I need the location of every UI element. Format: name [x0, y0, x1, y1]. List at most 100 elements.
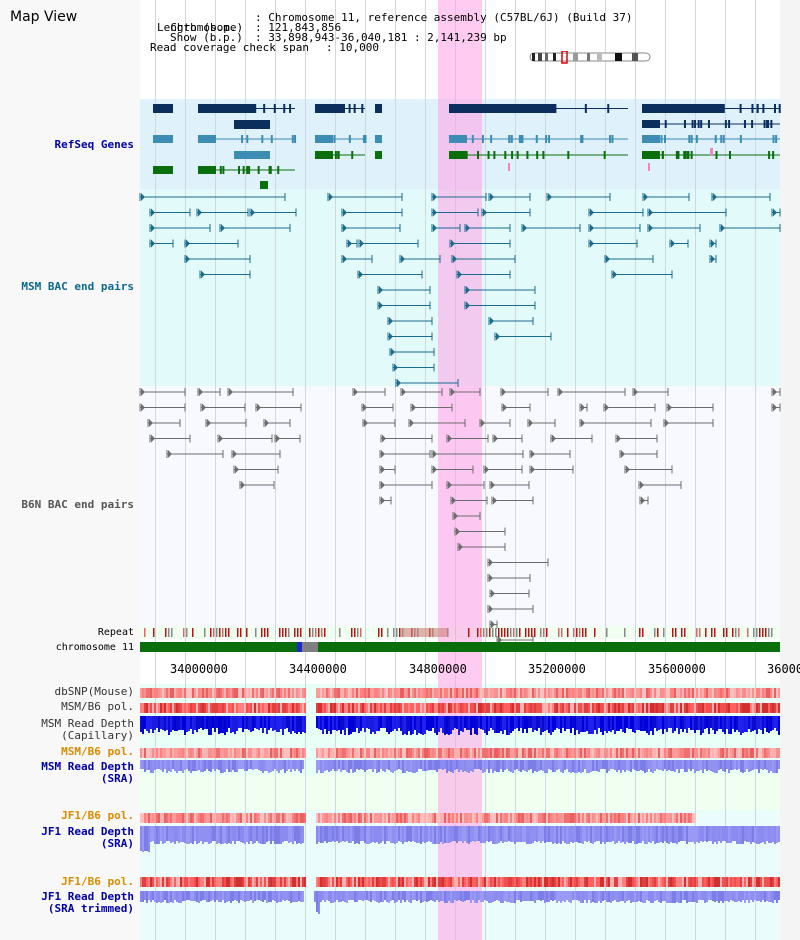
jf1-trim-pol-cell: [482, 877, 484, 887]
dbsnp-cell: [674, 688, 676, 698]
msm-sra-pol-cell: [738, 748, 740, 758]
msm-sra-depth-bar: [234, 760, 236, 772]
jf1-pol-cell: [144, 813, 146, 823]
msm-b6-pol-cell: [736, 703, 738, 713]
dbsnp-cell: [432, 688, 434, 698]
msm-b6-pol-cell: [512, 703, 514, 713]
dbsnp-cell: [168, 688, 170, 698]
msm-sra-pol-cell: [346, 748, 348, 758]
msm-depth-bar: [202, 716, 204, 730]
jf1-sra-depth-bar: [712, 826, 714, 844]
jf1-sra-depth-bar: [584, 826, 586, 841]
msm-b6-pol-cell: [662, 703, 664, 713]
msm-depth-bar: [406, 716, 408, 735]
msm-depth-bar: [564, 716, 566, 731]
msm-depth-bar: [198, 716, 200, 729]
jf1-pol-cell: [686, 813, 688, 823]
gene-exon: [691, 120, 694, 128]
msm-b6-pol-cell: [434, 703, 436, 713]
msm-depth-bar: [230, 716, 232, 733]
msm-sra-depth-bar: [438, 760, 440, 769]
jf1-trim-depth-bar: [492, 891, 494, 902]
msm-bac-pair-end: [613, 270, 617, 279]
msm-read-depth-sra-label[interactable]: MSM Read Depth: [41, 760, 134, 773]
gene-exon: [677, 151, 680, 159]
dbsnp-cell: [408, 688, 410, 698]
dbsnp-cell: [412, 688, 414, 698]
jf1-b6-pol-trim-label[interactable]: JF1/B6 pol.: [61, 875, 134, 888]
jf1-b6-pol-label[interactable]: JF1/B6 pol.: [61, 809, 134, 822]
msm-sra-depth-bar: [376, 760, 378, 773]
jf1-trim-depth-bar: [294, 891, 296, 902]
jf1-trim-pol-cell: [768, 877, 770, 887]
msm-sra-pol-cell: [770, 748, 772, 758]
jf1-trim-depth-bar: [454, 891, 456, 900]
b6n-bac-pair-end: [531, 450, 535, 458]
msm-sra-depth-bar: [516, 760, 518, 769]
chromosome-ideogram[interactable]: [529, 51, 653, 64]
msm-depth-bar: [498, 716, 500, 733]
dbsnp-cell: [494, 688, 496, 698]
msm-sra-pol-cell: [748, 748, 750, 758]
msm-sra-depth-bar: [150, 760, 152, 773]
msm-sra-pol-cell: [192, 748, 194, 758]
msm-bac-pair-end: [201, 270, 205, 279]
msm-sra-pol-cell: [760, 748, 762, 758]
msm-sra-depth-bar: [542, 760, 544, 771]
jf1-trim-depth-bar: [554, 891, 556, 900]
msm-b6-pol-cell: [454, 703, 456, 713]
msm-depth-bar: [524, 716, 526, 729]
gene-exon: [246, 166, 249, 174]
msm-depth-bar: [192, 716, 194, 734]
jf1-read-depth-sra-label[interactable]: JF1 Read Depth: [41, 825, 134, 838]
msm-sra-depth-bar: [144, 760, 146, 772]
ideogram-band: [632, 53, 638, 61]
jf1-trim-depth-bar: [240, 891, 242, 900]
jf1-pol-cell: [464, 813, 466, 823]
msm-sra-depth-bar: [644, 760, 646, 773]
jf1-pol-cell: [646, 813, 648, 823]
b6n-bac-label[interactable]: B6N BAC end pairs: [21, 498, 134, 511]
jf1-sra-depth-bar: [628, 826, 630, 843]
msm-sra-pol-cell: [330, 748, 332, 758]
repeat-element: [309, 628, 311, 637]
jf1-pol-cell: [328, 813, 330, 823]
dbsnp-cell: [624, 688, 626, 698]
gene-exon: [690, 135, 693, 143]
msm-depth-bar: [650, 716, 652, 731]
msm-bac-label[interactable]: MSM BAC end pairs: [21, 280, 134, 293]
jf1-trim-depth-bar: [172, 891, 174, 903]
msm-sra-pol-cell: [380, 748, 382, 758]
msm-bac-pair-end: [548, 193, 552, 201]
dbsnp-cell: [496, 688, 498, 698]
b6n-bac-pair-end: [354, 388, 358, 396]
msm-b6-pol-label[interactable]: MSM/B6 pol.: [61, 700, 134, 713]
jf1-sra-depth-bar: [566, 826, 568, 844]
refseq-genes-label[interactable]: RefSeq Genes: [54, 138, 134, 151]
jf1-sra-depth-bar: [756, 826, 758, 844]
jf1-read-depth-trim-label[interactable]: JF1 Read Depth: [41, 890, 134, 903]
msm-bac-pair-end: [389, 332, 393, 341]
msm-depth-bar: [680, 716, 682, 729]
jf1-pol-cell: [220, 813, 222, 823]
msm-depth-bar: [718, 716, 720, 729]
msm-sra-depth-bar: [396, 760, 398, 770]
jf1-sra-depth-bar: [662, 826, 664, 843]
jf1-trim-depth-bar: [726, 891, 728, 901]
msm-b6-pol-cell: [516, 703, 518, 713]
jf1-trim-pol-cell: [304, 877, 306, 887]
msm-read-depth-capillary-label[interactable]: MSM Read Depth: [41, 717, 134, 730]
msm-b6-pol-sra-label[interactable]: MSM/B6 pol.: [61, 745, 134, 758]
gene-exon: [700, 120, 703, 128]
msm-sra-pol-cell: [560, 748, 562, 758]
msm-depth-bar: [672, 716, 674, 733]
jf1-sra-depth-bar: [574, 826, 576, 842]
dbsnp-label[interactable]: dbSNP(Mouse): [54, 685, 134, 698]
msm-depth-bar: [502, 716, 504, 734]
jf1-pol-cell: [462, 813, 464, 823]
jf1-sra-depth-bar: [278, 826, 280, 844]
jf1-trim-pol-cell: [520, 877, 522, 887]
chromosome-scale-bar[interactable]: [140, 642, 780, 652]
msm-b6-pol-cell: [518, 703, 520, 713]
